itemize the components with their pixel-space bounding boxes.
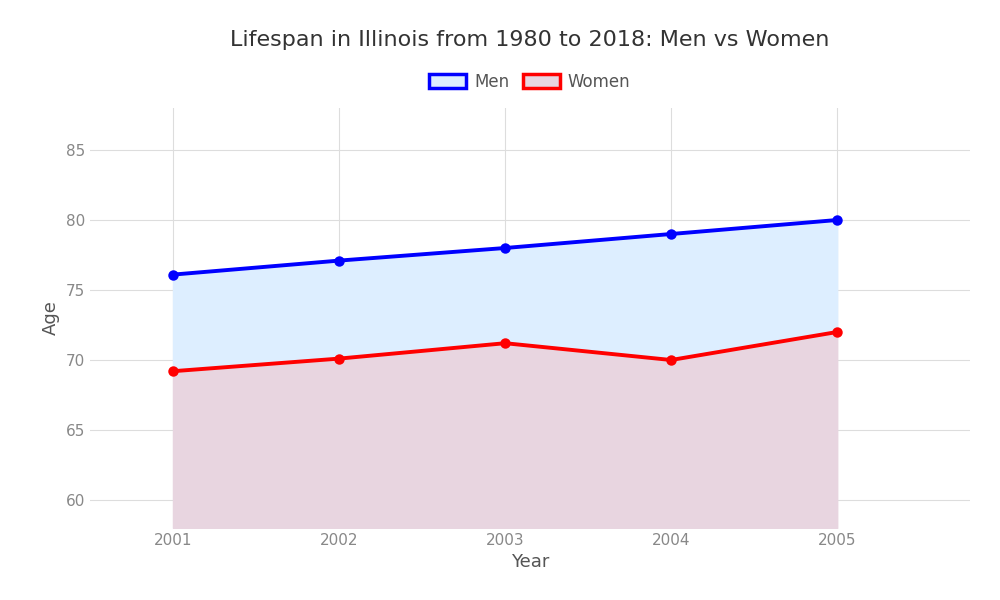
Y-axis label: Age: Age: [42, 301, 60, 335]
X-axis label: Year: Year: [511, 553, 549, 571]
Legend: Men, Women: Men, Women: [423, 66, 637, 97]
Title: Lifespan in Illinois from 1980 to 2018: Men vs Women: Lifespan in Illinois from 1980 to 2018: …: [230, 29, 830, 49]
